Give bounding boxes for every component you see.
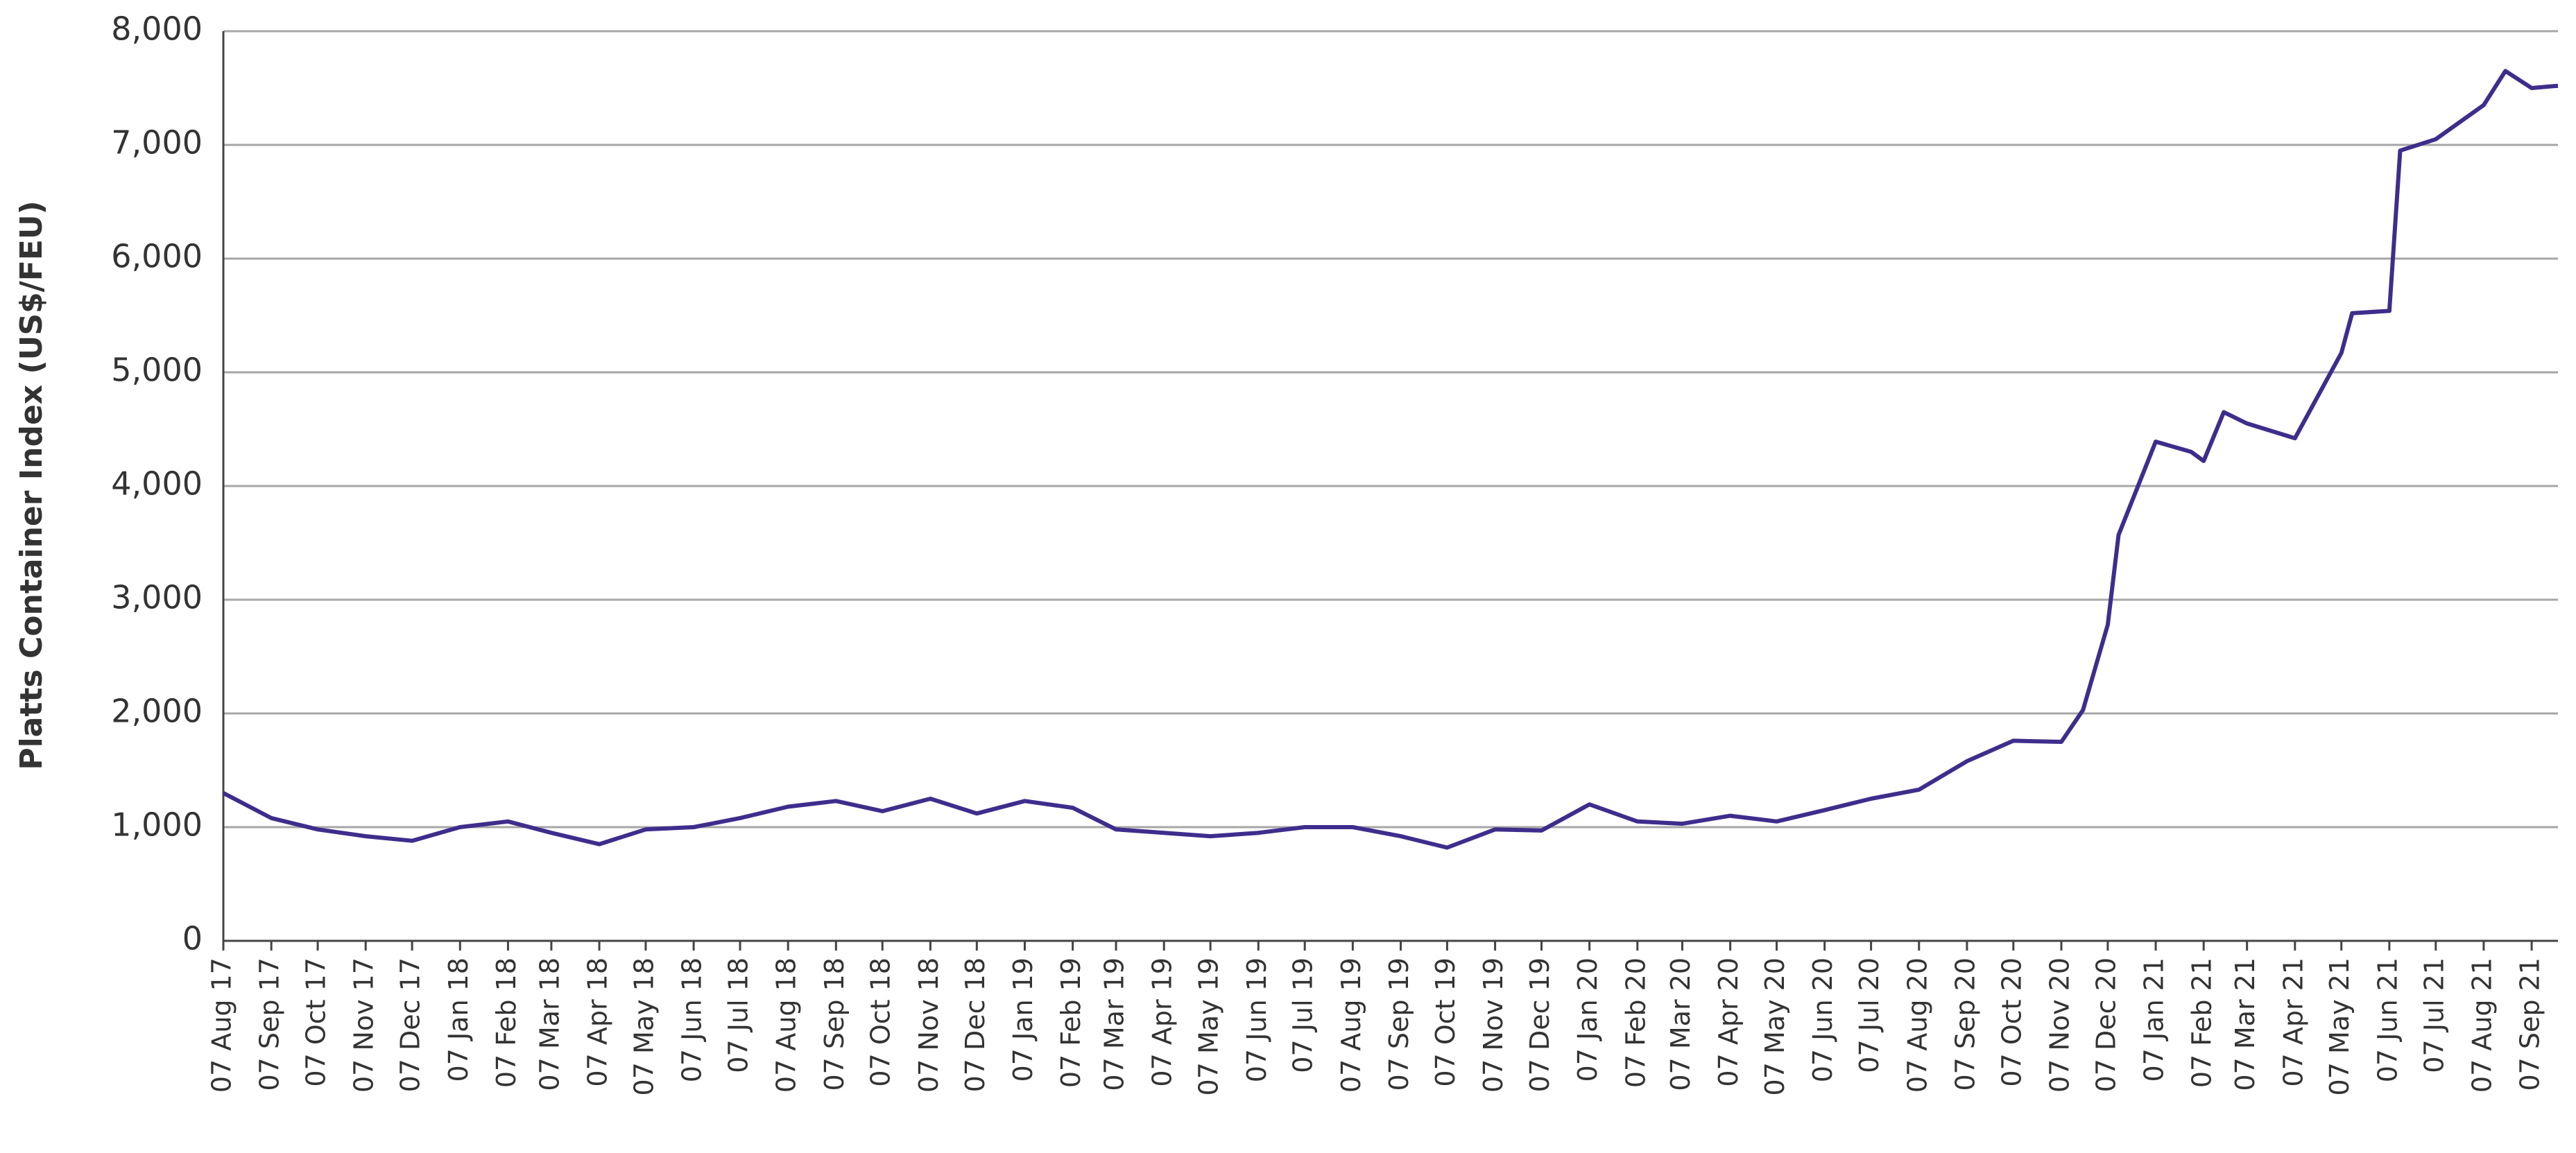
x-tick-label: 07 Aug 17 xyxy=(207,957,237,1093)
x-tick-label: 07 Dec 18 xyxy=(960,957,990,1092)
x-tick-label: 07 Aug 19 xyxy=(1336,957,1366,1093)
x-tick-label: 07 May 18 xyxy=(628,957,659,1095)
x-tick-label: 07 Nov 19 xyxy=(1478,957,1509,1093)
x-tick-label: 07 Aug 21 xyxy=(2466,957,2497,1093)
x-tick-label: 07 Jan 20 xyxy=(1572,957,1603,1082)
x-tick-label: 07 May 19 xyxy=(1194,957,1224,1095)
y-tick-label: 7,000 xyxy=(111,124,203,162)
x-tick-label: 07 Nov 18 xyxy=(913,957,944,1093)
x-tick-label: 07 Mar 18 xyxy=(534,957,565,1091)
x-tick-label: 07 Sep 20 xyxy=(1950,957,1980,1091)
x-tick-label: 07 Apr 18 xyxy=(583,957,613,1087)
y-tick-label: 5,000 xyxy=(111,352,203,389)
y-tick-label: 2,000 xyxy=(111,693,203,730)
x-tick-label: 07 Apr 19 xyxy=(1147,957,1178,1087)
x-tick-label: 07 Jul 20 xyxy=(1854,957,1884,1073)
x-tick-label: 07 Nov 20 xyxy=(2044,957,2075,1093)
x-tick-label: 07 Jun 19 xyxy=(1242,957,1272,1082)
x-tick-label: 07 Jul 18 xyxy=(723,957,754,1073)
y-axis-label: Platts Container Index (US$/FEU) xyxy=(14,200,49,770)
y-tick-label: 0 xyxy=(182,920,203,957)
x-tick-label: 07 Jun 21 xyxy=(2372,957,2403,1082)
x-tick-label: 07 Mar 21 xyxy=(2230,957,2260,1091)
x-tick-label: 07 Aug 18 xyxy=(771,957,802,1093)
x-tick-label: 07 Mar 20 xyxy=(1665,957,1696,1091)
x-tick-label: 07 Jan 21 xyxy=(2139,957,2170,1082)
x-tick-label: 07 Apr 21 xyxy=(2278,957,2308,1087)
data-line xyxy=(222,69,2559,850)
x-tick-label: 07 Sep 17 xyxy=(255,957,285,1091)
x-tick-label: 07 Nov 17 xyxy=(349,957,379,1093)
x-tick-label: 07 Sep 19 xyxy=(1384,957,1414,1091)
x-tick-label: 07 Feb 20 xyxy=(1620,957,1651,1088)
x-tick-label: 07 Apr 20 xyxy=(1713,957,1744,1087)
y-tick-label: 3,000 xyxy=(111,579,203,616)
x-tick-label: 07 Mar 19 xyxy=(1099,957,1130,1091)
x-tick-label: 07 Dec 19 xyxy=(1525,957,1555,1092)
x-tick-label: 07 Jan 18 xyxy=(443,957,474,1082)
y-tick-label: 1,000 xyxy=(111,806,203,844)
x-tick-label: 07 Oct 17 xyxy=(301,957,332,1087)
x-tick-label: 07 Jun 18 xyxy=(677,957,707,1082)
x-tick-label: 07 Sep 18 xyxy=(819,957,850,1091)
x-tick-label: 07 Feb 21 xyxy=(2187,957,2217,1088)
x-tick-label: 07 May 20 xyxy=(1760,957,1790,1095)
x-tick-label: 07 Jul 19 xyxy=(1288,957,1319,1073)
x-tick-label: 07 Sep 21 xyxy=(2515,957,2545,1091)
x-tick-label: 07 Oct 20 xyxy=(1996,957,2027,1087)
x-tick-label: 07 Oct 18 xyxy=(866,957,896,1087)
x-tick-label: 07 Feb 18 xyxy=(491,957,522,1088)
y-tick-label: 6,000 xyxy=(111,238,203,275)
y-tick-label: 4,000 xyxy=(111,465,203,503)
x-tick-label: 07 Oct 19 xyxy=(1430,957,1461,1087)
x-tick-label: 07 Aug 20 xyxy=(1902,957,1932,1093)
y-tick-label: 8,000 xyxy=(111,10,203,48)
x-tick-label: 07 May 21 xyxy=(2324,957,2355,1095)
x-tick-label: 07 Jul 21 xyxy=(2419,957,2449,1073)
x-tick-label: 07 Feb 19 xyxy=(1056,957,1086,1088)
x-tick-label: 07 Dec 20 xyxy=(2090,957,2121,1092)
x-tick-label: 07 Jan 19 xyxy=(1008,957,1038,1082)
x-tick-label: 07 Jun 20 xyxy=(1808,957,1838,1082)
x-tick-label: 07 Dec 17 xyxy=(395,957,426,1092)
